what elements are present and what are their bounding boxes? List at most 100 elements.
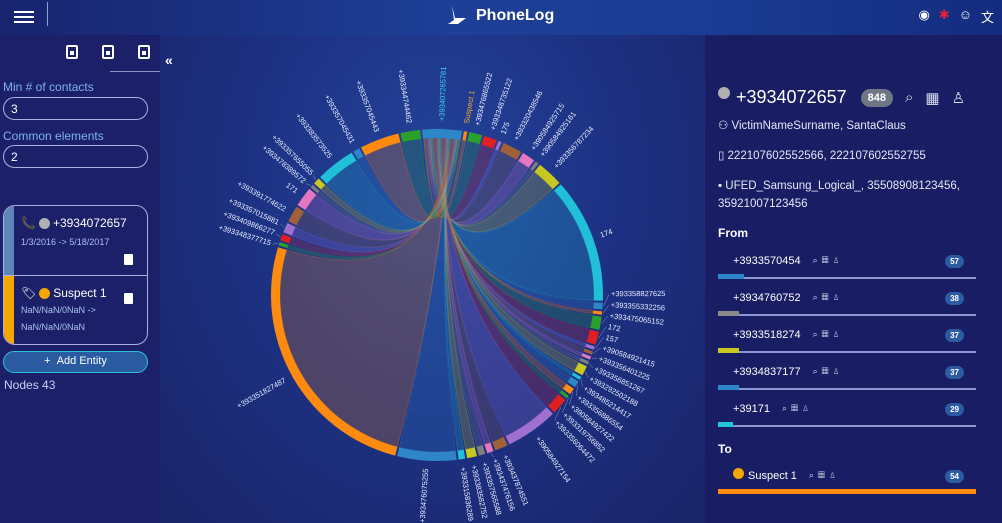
chord-node-arc[interactable] <box>571 372 582 380</box>
chord-node-arc[interactable] <box>397 447 457 461</box>
label-leader-line <box>276 233 281 237</box>
chord-node-arc[interactable] <box>278 242 289 249</box>
chord-node-label: +393357045431 <box>322 93 356 145</box>
chord-node-arc[interactable] <box>590 315 602 330</box>
chord-node-arc[interactable] <box>548 394 566 413</box>
map-search-icon[interactable]: ▦ <box>925 89 940 107</box>
contact-header: +3934072657 848 ⌕ ▦ ♙ <box>718 87 965 108</box>
map-search-icon[interactable]: ▦ <box>821 292 833 302</box>
from-contact-row[interactable]: +39171 ⌕▦♙ 29 <box>718 397 976 433</box>
left-panel: Min # of contacts Common elements 📞 +3934… <box>0 35 160 523</box>
chord-node-arc[interactable] <box>353 148 364 160</box>
chord-node-arc[interactable] <box>484 442 494 454</box>
progress-track <box>718 388 976 390</box>
entity-item[interactable]: 📞 +3934072657 1/3/2016 -> 5/18/2017 <box>4 206 147 276</box>
bird-logo-icon <box>448 6 466 24</box>
map-search-icon[interactable]: ▦ <box>817 470 829 480</box>
chord-node-arc[interactable] <box>457 449 466 460</box>
progress-fill <box>718 422 734 427</box>
logo: PhoneLog <box>446 6 554 26</box>
menu-icon[interactable] <box>14 8 34 26</box>
chord-node-arc[interactable] <box>586 329 599 345</box>
chord-node-arc[interactable] <box>505 407 553 445</box>
chord-node-arc[interactable] <box>574 362 587 376</box>
search-details-icon[interactable]: ⌕ <box>808 470 818 480</box>
min-contacts-label: Min # of contacts <box>3 80 94 94</box>
map-search-icon[interactable]: ▦ <box>791 403 802 413</box>
map-search-icon[interactable]: ▦ <box>821 366 833 376</box>
search-details-icon[interactable]: ⌕ <box>782 403 792 413</box>
person-stats-icon[interactable]: ♙ <box>832 329 844 339</box>
to-contact-row[interactable]: Suspect 1 ⌕▦♙ 54 <box>718 464 976 500</box>
from-contact-row[interactable]: +3934837177 ⌕▦♙ 37 <box>718 360 976 396</box>
chord-node-arc[interactable] <box>465 447 477 459</box>
person-stats-icon[interactable]: ♙ <box>801 403 814 413</box>
chord-node-arc[interactable] <box>462 131 468 141</box>
person-stats-icon[interactable]: ♙ <box>951 89 966 107</box>
user-icon[interactable]: ☺ <box>958 7 972 22</box>
chord-node-arc[interactable] <box>585 343 595 350</box>
entity-dates: NaN/NaN/0NaN -> <box>21 305 96 315</box>
search-details-icon[interactable]: ⌕ <box>904 89 914 106</box>
min-contacts-input[interactable] <box>3 97 148 120</box>
entity-list: 📞 +3934072657 1/3/2016 -> 5/18/2017 🏷 Susp… <box>3 205 148 345</box>
chord-node-arc[interactable] <box>518 153 535 168</box>
chord-node-arc[interactable] <box>534 164 560 190</box>
chord-node-arc[interactable] <box>422 129 462 140</box>
trash-icon[interactable] <box>124 293 133 304</box>
chord-node-arc[interactable] <box>297 188 317 210</box>
export-icon[interactable] <box>138 45 150 59</box>
chord-node-arc[interactable] <box>559 390 569 399</box>
chord-node-arc[interactable] <box>567 376 579 388</box>
map-search-icon[interactable]: ▦ <box>821 255 833 265</box>
settings-icon[interactable]: ✱ <box>938 7 950 22</box>
common-elements-input[interactable] <box>3 145 148 168</box>
from-contact-row[interactable]: +3934760752 ⌕▦♙ 38 <box>718 286 976 322</box>
chord-node-arc[interactable] <box>360 133 401 156</box>
chord-node-arc[interactable] <box>400 129 422 142</box>
chord-node-arc[interactable] <box>492 437 508 451</box>
chord-node-arc[interactable] <box>579 357 590 365</box>
chord-node-arc[interactable] <box>583 348 594 355</box>
chord-node-arc[interactable] <box>476 445 486 456</box>
search-details-icon[interactable]: ⌕ <box>812 329 822 339</box>
chord-node-arc[interactable] <box>467 132 483 144</box>
person-stats-icon[interactable]: ♙ <box>828 470 841 480</box>
chord-node-arc[interactable] <box>314 178 326 190</box>
save-all-icon[interactable] <box>66 45 78 59</box>
chord-node-arc[interactable] <box>592 310 603 315</box>
trash-icon[interactable] <box>124 254 133 265</box>
from-contact-row[interactable]: +3933570454 ⌕▦♙ 57 <box>718 249 976 285</box>
chord-node-arc[interactable] <box>310 184 320 194</box>
entity-item[interactable]: 🏷 Suspect 1 NaN/NaN/0NaN -> NaN/NaN/0NaN <box>4 276 147 344</box>
from-contact-row[interactable]: +3933518274 ⌕▦♙ 37 <box>718 323 976 359</box>
search-details-icon[interactable]: ⌕ <box>812 292 822 302</box>
entity-title: +3934072657 <box>52 216 127 230</box>
chord-node-arc[interactable] <box>499 142 522 160</box>
person-stats-icon[interactable]: ♙ <box>832 292 844 302</box>
collapse-icon[interactable]: « <box>165 52 173 68</box>
person-stats-icon[interactable]: ♙ <box>832 255 844 265</box>
contact-number: +3934760752 <box>733 292 801 304</box>
chord-node-arc[interactable] <box>283 223 296 236</box>
chord-node-arc[interactable] <box>320 152 357 184</box>
alert-icon[interactable]: ◉ <box>918 7 930 22</box>
search-details-icon[interactable]: ⌕ <box>812 255 822 265</box>
person-stats-icon[interactable]: ♙ <box>832 366 844 376</box>
chord-node-arc[interactable] <box>495 140 502 151</box>
label-leader-line <box>305 183 312 186</box>
map-search-icon[interactable]: ▦ <box>821 329 833 339</box>
chord-node-arc[interactable] <box>288 206 305 226</box>
chord-node-arc[interactable] <box>554 184 603 301</box>
chord-node-arc[interactable] <box>593 302 603 310</box>
search-details-icon[interactable]: ⌕ <box>812 366 822 376</box>
chord-node-arc[interactable] <box>481 135 497 149</box>
chord-node-arc[interactable] <box>271 247 398 456</box>
chord-node-arc[interactable] <box>581 353 592 360</box>
chord-node-arc[interactable] <box>530 161 539 171</box>
chord-node-arc[interactable] <box>280 234 291 244</box>
chord-node-arc[interactable] <box>562 383 574 395</box>
save-icon[interactable] <box>102 45 114 59</box>
add-entity-button[interactable]: + Add Entity <box>3 351 148 373</box>
translate-icon[interactable]: 文 <box>980 10 994 25</box>
